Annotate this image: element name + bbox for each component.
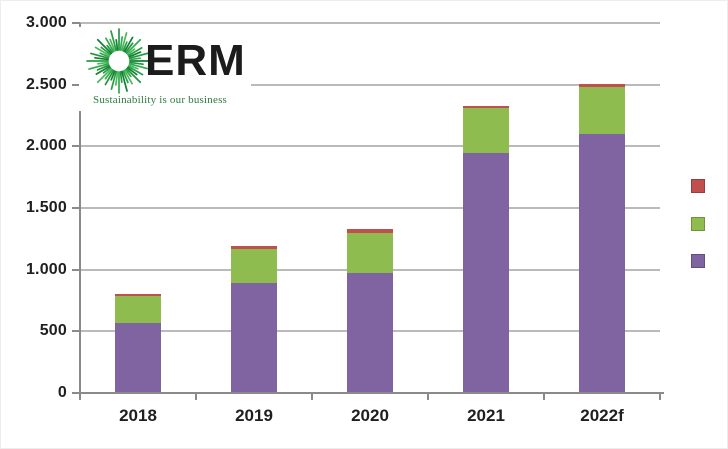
x-axis-line (76, 392, 664, 394)
bar-segment-purple-2018 (115, 322, 161, 393)
x-axis-category-label: 2021 (467, 406, 505, 425)
gridline (80, 145, 660, 148)
y-axis-tick-label: 500 (39, 322, 67, 340)
y-axis-tick-label: 1.500 (25, 199, 67, 216)
x-axis-category-label: 2019 (235, 406, 273, 425)
legend-swatch-red (691, 179, 705, 193)
erm-logo-wordmark: ERM (145, 36, 246, 85)
erm-logo: ERM Sustainability is our business (79, 27, 251, 111)
y-axis-tick (72, 22, 80, 24)
y-axis-tick (72, 207, 80, 209)
legend-swatch-green (691, 216, 705, 231)
bar-segment-red-2021 (463, 105, 509, 109)
y-axis-tick-label: 2.500 (25, 75, 67, 93)
x-axis-category-label: 2020 (351, 406, 389, 425)
y-axis-tick (72, 268, 80, 271)
bar-segment-purple-2021 (463, 153, 509, 393)
x-axis-tick (659, 393, 661, 400)
erm-starburst-icon (86, 28, 152, 94)
x-axis-tick (79, 393, 81, 400)
legend-swatch-purple (691, 254, 705, 268)
bar-segment-red-2018 (115, 293, 161, 297)
x-axis-tick (195, 393, 197, 400)
gridline (80, 22, 660, 24)
y-axis-tick-label: 2.000 (25, 137, 67, 155)
gridline (80, 83, 660, 86)
bar-segment-purple-2019 (231, 283, 277, 393)
x-axis-category-label: 2022f (580, 406, 624, 425)
y-axis-tick (72, 145, 80, 148)
x-axis-tick (311, 393, 313, 400)
y-axis-tick (72, 83, 80, 86)
bar-segment-green-2020 (347, 232, 393, 273)
y-axis-tick-label: 0 (57, 384, 67, 401)
y-axis-tick (72, 330, 80, 333)
y-axis-tick-label: 1.000 (25, 260, 67, 278)
bar-segment-red-2022f (579, 84, 625, 88)
x-axis-category-label: 2018 (119, 406, 157, 425)
erm-logo-tagline: Sustainability is our business (93, 94, 228, 106)
x-axis-tick (427, 393, 429, 400)
bar-segment-purple-2022f (579, 134, 625, 393)
gridline (80, 207, 660, 209)
y-axis-tick-label: 3.000 (25, 14, 67, 31)
y-axis-line (79, 23, 81, 393)
x-axis-tick (543, 393, 545, 400)
bar-segment-red-2020 (347, 228, 393, 233)
bar-segment-green-2022f (579, 87, 625, 134)
bar-segment-purple-2020 (347, 272, 393, 393)
bar-segment-green-2018 (115, 296, 161, 323)
bar-segment-red-2019 (231, 245, 277, 249)
bar-segment-green-2021 (463, 108, 509, 154)
bar-segment-green-2019 (231, 248, 277, 284)
